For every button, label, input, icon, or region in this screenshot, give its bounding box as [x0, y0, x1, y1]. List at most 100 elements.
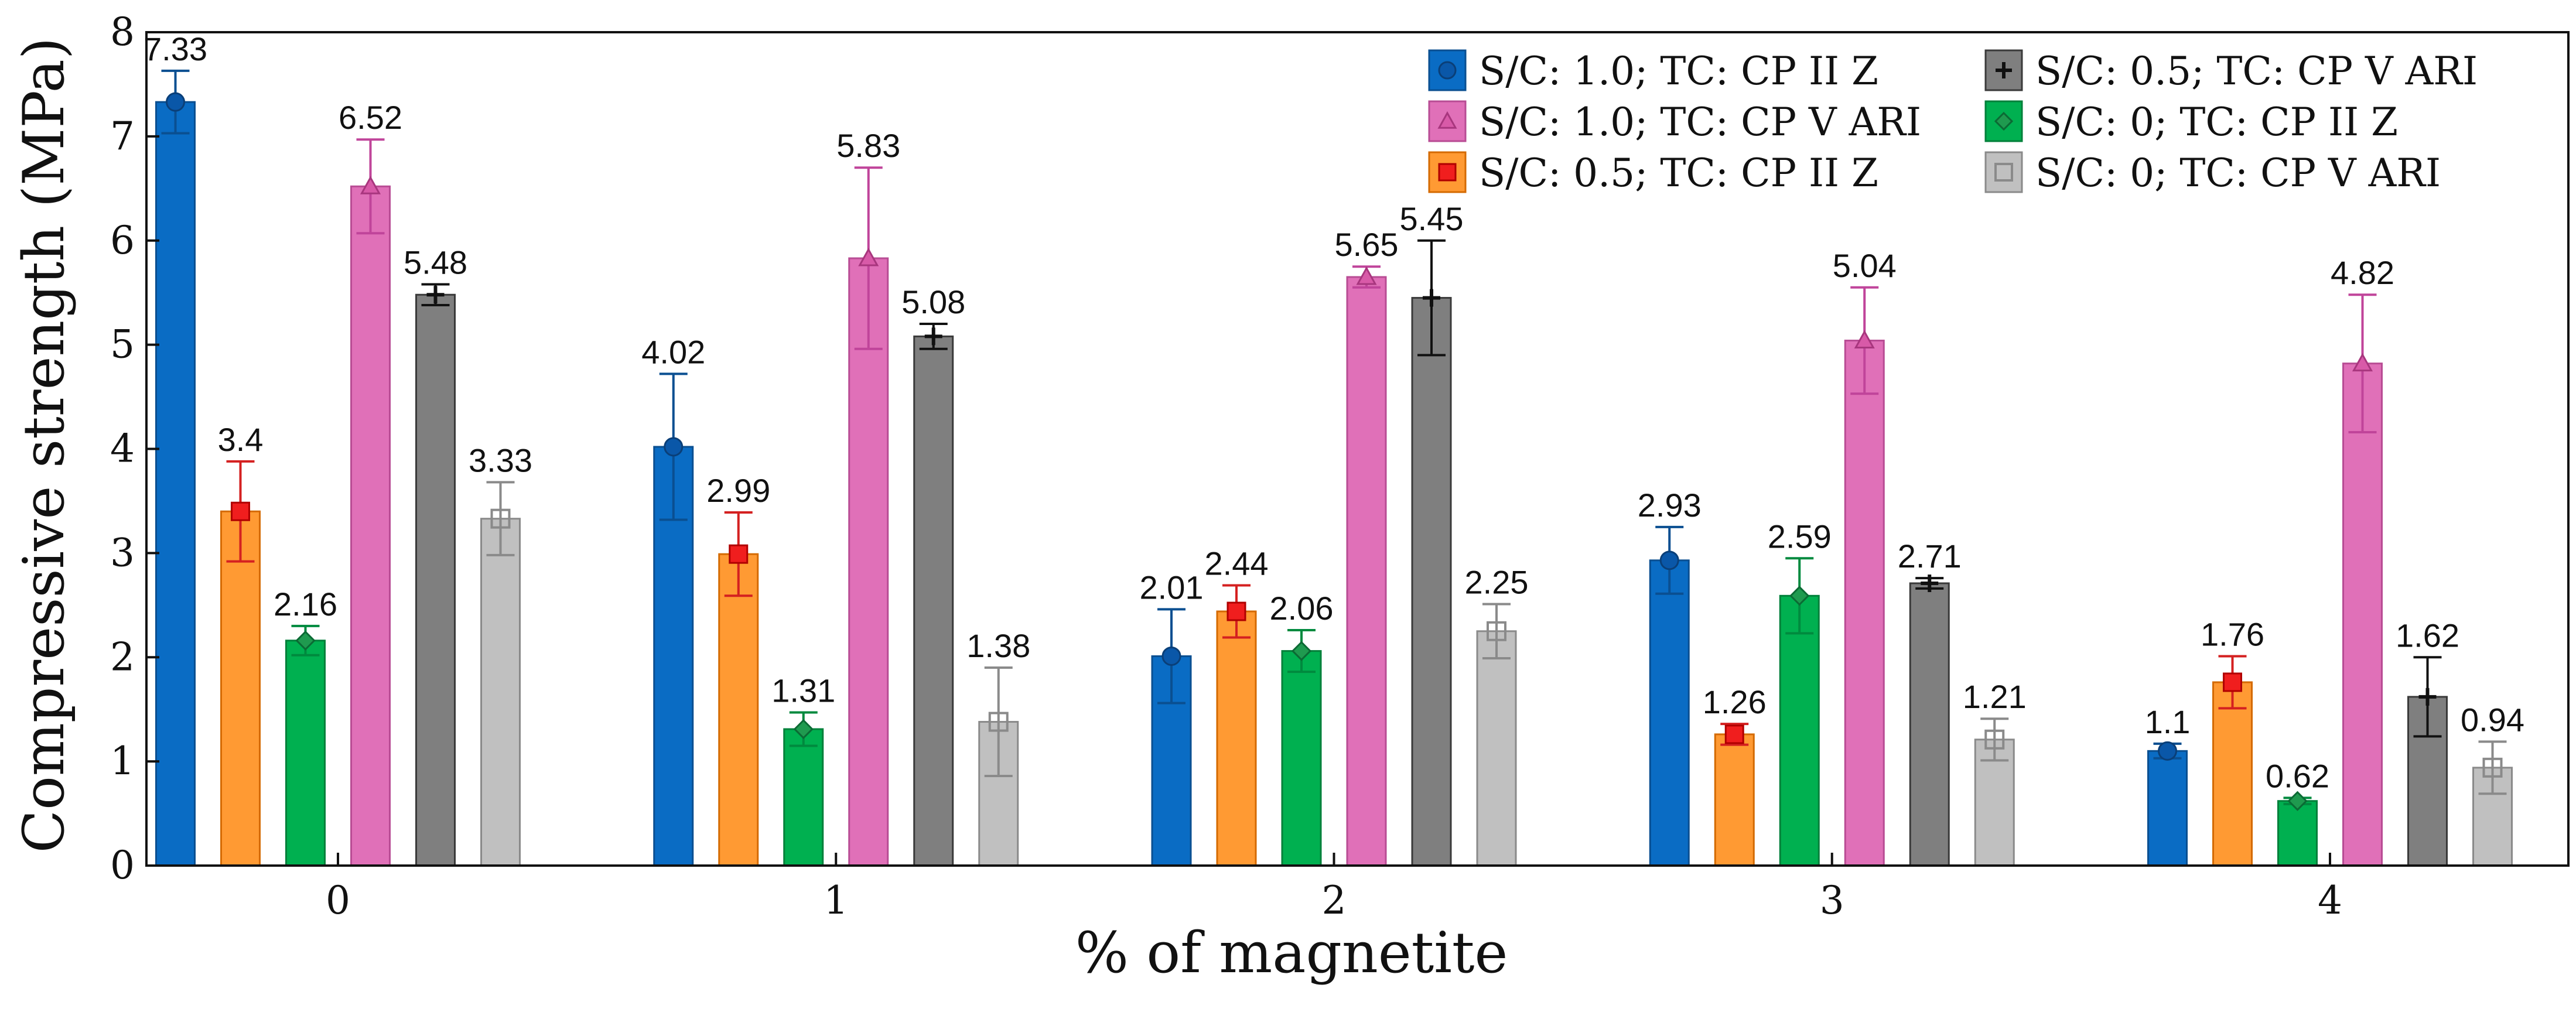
data-label: 2.16	[274, 586, 337, 623]
data-label: 6.52	[339, 99, 402, 136]
bar	[1411, 297, 1452, 867]
data-point-marker	[924, 327, 942, 346]
data-point-marker	[295, 630, 316, 651]
data-label: 2.59	[1768, 518, 1832, 555]
x-tick-label: 3	[1820, 878, 1844, 923]
bar	[285, 640, 326, 867]
y-tick-label: 2	[110, 634, 135, 679]
data-label: 1.76	[2201, 616, 2264, 652]
data-label: 2.06	[1270, 590, 1334, 627]
legend-marker	[1438, 61, 1457, 80]
data-point-marker	[2418, 688, 2437, 706]
bar	[1909, 582, 1950, 867]
data-point-marker	[1226, 601, 1246, 621]
data-point-marker	[664, 437, 684, 457]
data-point-marker	[1724, 724, 1744, 744]
data-point-marker	[360, 176, 381, 194]
bar	[2147, 750, 2188, 867]
data-label: 5.45	[1400, 200, 1464, 237]
y-tick-label: 3	[110, 530, 135, 575]
data-label: 5.48	[404, 244, 467, 281]
bar	[2342, 363, 2383, 867]
bar	[480, 518, 521, 867]
data-label: 2.44	[1205, 545, 1269, 582]
y-tick-label: 5	[110, 322, 135, 367]
data-label: 5.08	[901, 283, 965, 320]
data-label: 2.99	[706, 472, 770, 509]
data-label: 1.62	[2396, 617, 2459, 654]
bar	[350, 185, 391, 867]
legend-entry-label: S/C: 0; TC: CP V ARI	[2035, 151, 2441, 196]
x-axis-title: % of magnetite	[1075, 920, 1508, 986]
bar	[1779, 594, 1820, 867]
legend-marker	[1437, 111, 1457, 129]
data-label: 3.33	[469, 442, 532, 478]
data-label: 4.02	[641, 333, 705, 370]
data-label: 5.65	[1335, 226, 1399, 263]
data-label: 1.21	[1963, 678, 2027, 715]
data-label: 1.38	[966, 627, 1030, 664]
data-point-marker	[490, 508, 511, 529]
data-point-marker	[2287, 791, 2308, 811]
bar	[848, 257, 889, 867]
data-label: 3.4	[218, 421, 264, 458]
legend: S/C: 1.0; TC: CP II Z S/C: 1.0; TC: CP V …	[1428, 49, 2478, 196]
y-tick-label: 0	[110, 843, 135, 888]
y-tick-label: 6	[110, 218, 135, 263]
data-point-marker	[231, 501, 250, 521]
data-point-marker	[1487, 621, 1506, 641]
bar	[220, 510, 261, 867]
data-label: 1.26	[1703, 683, 1767, 720]
error-bar	[1482, 603, 1511, 660]
legend-entry-label: S/C: 1.0; TC: CP V ARI	[1479, 100, 1921, 145]
data-label: 2.01	[1140, 569, 1204, 606]
data-point-marker	[1921, 574, 1939, 592]
data-label: 5.04	[1833, 247, 1897, 284]
data-label: 2.93	[1638, 487, 1702, 524]
data-label: 0.62	[2266, 757, 2329, 794]
x-tick-label: 2	[1322, 878, 1347, 923]
legend-marker	[1996, 62, 2012, 78]
legend-marker	[1438, 163, 1457, 182]
x-tick-label: 1	[824, 878, 848, 923]
data-label: 1.31	[771, 672, 835, 709]
data-point-marker	[858, 247, 879, 266]
bar	[415, 293, 456, 867]
plot-area: 7.33 4.02 2.01 2.93 1.1 3.4 2.99 2.44 1.26 1.76 2.…	[144, 30, 2524, 867]
data-label: 0.94	[2461, 701, 2524, 738]
bar	[1649, 559, 1690, 867]
legend-marker	[1994, 111, 2014, 131]
data-point-marker	[793, 719, 814, 740]
bar	[913, 335, 954, 867]
y-tick-label: 7	[110, 114, 135, 159]
x-tick-label: 4	[2318, 878, 2342, 923]
data-point-marker	[1984, 729, 2005, 750]
data-label: 1.1	[2145, 703, 2191, 740]
bar	[1844, 340, 1885, 867]
data-point-marker	[729, 544, 749, 564]
y-tick-label: 4	[110, 426, 135, 471]
error-bar	[984, 666, 1013, 778]
data-point-marker	[2158, 741, 2177, 761]
data-point-marker	[2352, 353, 2373, 372]
y-tick-label: 8	[110, 9, 135, 54]
data-point-marker	[1423, 289, 1440, 307]
data-label: 2.25	[1465, 564, 1529, 601]
legend-entry-label: S/C: 0.5; TC: CP II Z	[1479, 151, 1878, 196]
data-label: 4.82	[2331, 254, 2394, 291]
data-point-marker	[2223, 672, 2242, 692]
data-point-marker	[166, 92, 185, 112]
bar	[1714, 733, 1755, 867]
axes: 0 1 2 3 4 5 6 7 8 0 1 2 3 4	[110, 9, 2570, 923]
x-tick-label: 0	[326, 878, 350, 923]
bar	[783, 728, 824, 867]
y-axis-title: Compressive strength (MPa)	[11, 37, 77, 853]
legend-swatch	[1428, 100, 1467, 142]
data-label: 2.71	[1898, 538, 1962, 575]
bar	[1476, 630, 1517, 867]
error-bar	[2478, 740, 2507, 795]
bar	[155, 101, 196, 867]
legend-marker	[1994, 163, 2013, 182]
legend-swatch	[1984, 151, 2023, 193]
